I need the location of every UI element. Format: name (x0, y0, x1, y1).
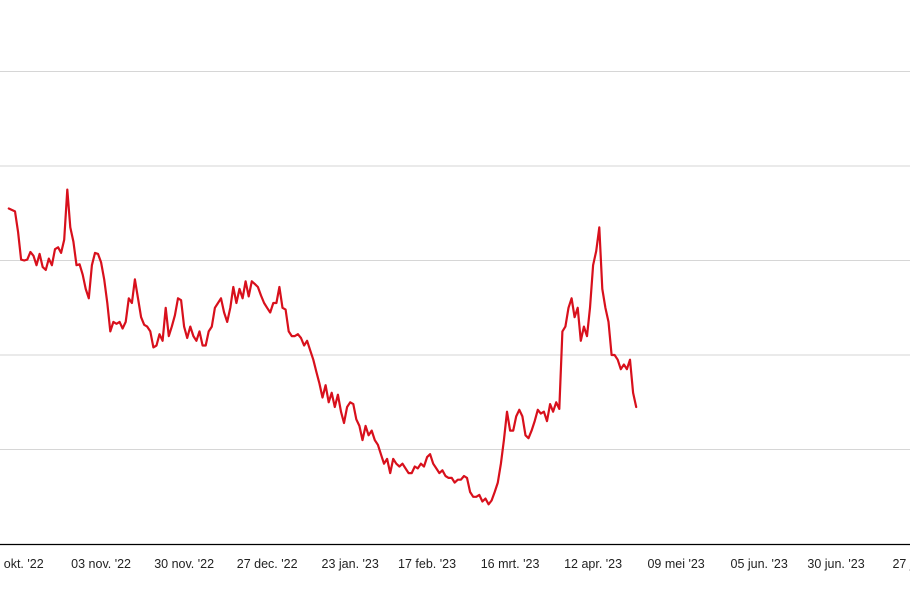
series-lines (7, 188, 638, 506)
x-tick-label-12: 27 jul. '23 (892, 557, 910, 571)
x-tick-label-5: 23 jan. '23 (322, 557, 379, 571)
x-tick-label-6: 17 feb. '23 (398, 557, 456, 571)
series-line-1 (7, 188, 638, 506)
x-tick-label-7: 16 mrt. '23 (481, 557, 540, 571)
x-tick-label-11: 30 jun. '23 (807, 557, 864, 571)
x-tick-label-10: 05 jun. '23 (731, 557, 788, 571)
x-tick-label-8: 12 apr. '23 (564, 557, 622, 571)
gridlines (0, 71, 910, 450)
x-tick-label-3: 30 nov. '22 (154, 557, 214, 571)
x-tick-labels: 06 okt. '22 03 nov. '22 30 nov. '22 27 dec.… (0, 557, 910, 571)
x-tick-label-1: 06 okt. '22 (0, 557, 44, 571)
x-tick-label-4: 27 dec. '22 (237, 557, 298, 571)
x-tick-label-9: 09 mei '23 (647, 557, 704, 571)
x-tick-label-2: 03 nov. '22 (71, 557, 131, 571)
